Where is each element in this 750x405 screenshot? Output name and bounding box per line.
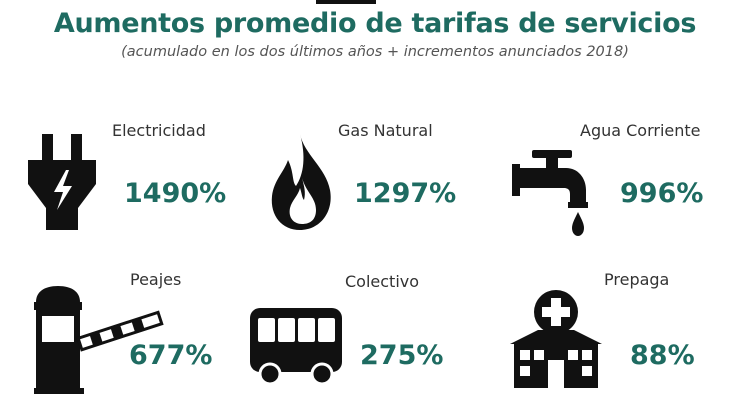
service-label-electricidad: Electricidad — [112, 121, 206, 140]
flame-icon — [271, 134, 331, 230]
toll-booth-icon — [34, 286, 164, 394]
page-title: Aumentos promedio de tarifas de servicio… — [53, 8, 697, 39]
plug-icon — [28, 134, 96, 230]
service-label-agua-corriente: Agua Corriente — [580, 121, 701, 140]
service-value-peajes: 677% — [129, 340, 213, 371]
service-value-agua-corriente: 996% — [620, 178, 704, 209]
top-divider — [316, 0, 376, 4]
service-label-prepaga: Prepaga — [604, 270, 670, 289]
service-value-electricidad: 1490% — [124, 178, 227, 209]
page-subtitle: (acumulado en los dos últimos años + inc… — [121, 44, 629, 60]
bus-icon — [250, 308, 342, 386]
service-label-colectivo: Colectivo — [345, 272, 420, 291]
service-value-gas-natural: 1297% — [354, 178, 457, 209]
faucet-icon — [512, 150, 588, 236]
service-label-gas-natural: Gas Natural — [338, 121, 433, 140]
service-value-prepaga: 88% — [630, 340, 695, 371]
hospital-icon — [510, 290, 602, 388]
service-label-peajes: Peajes — [130, 270, 182, 289]
service-value-colectivo: 275% — [360, 340, 444, 371]
